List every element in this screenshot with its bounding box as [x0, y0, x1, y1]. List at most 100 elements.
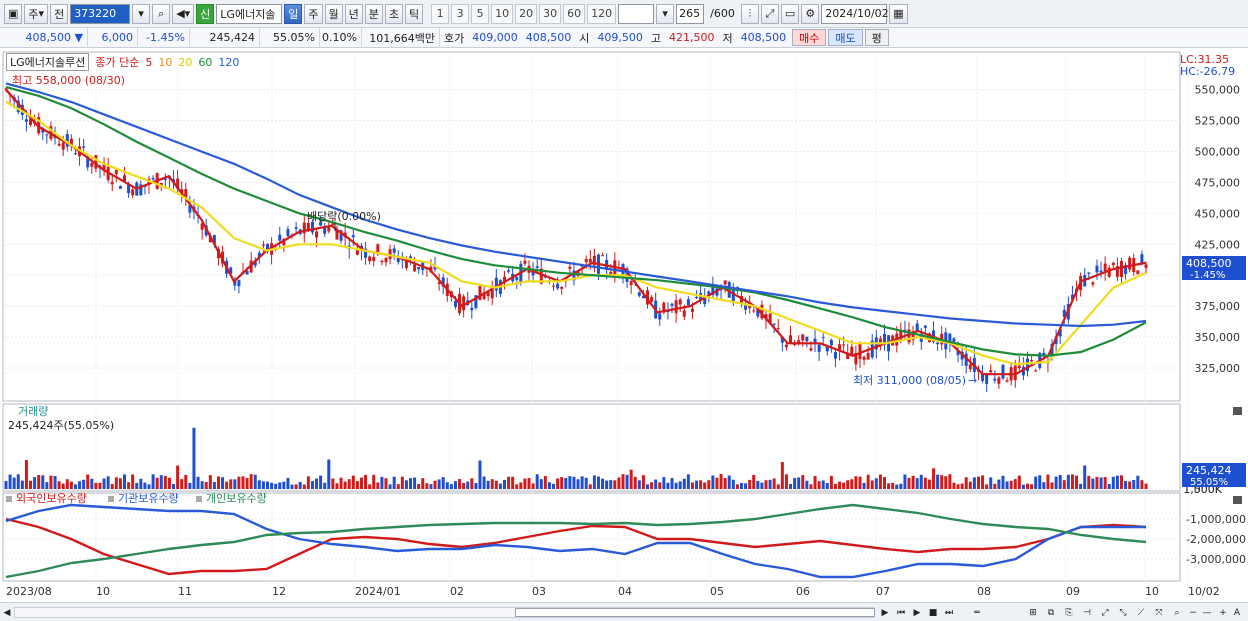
- candle-body: [1115, 266, 1119, 277]
- layout-icon[interactable]: ⧉: [1047, 607, 1055, 618]
- volume-bar: [257, 480, 261, 489]
- interval-60[interactable]: 60: [563, 3, 586, 24]
- tab-period-second[interactable]: 초: [384, 3, 404, 24]
- current-price: 408,500 ▼: [0, 27, 88, 48]
- volume-bar: [1075, 475, 1079, 489]
- sell-button[interactable]: 매도: [828, 29, 863, 46]
- volume-bar: [588, 484, 592, 489]
- stock-code-input[interactable]: 373220: [70, 3, 131, 24]
- candle-icon[interactable]: ⫶: [740, 3, 759, 24]
- chart-type-icon[interactable]: ⟋: [1137, 607, 1145, 618]
- zoom-search-icon[interactable]: ⌕: [1174, 607, 1180, 618]
- volume-bar: [915, 478, 919, 489]
- candle-body: [789, 335, 793, 344]
- candle-body: [842, 344, 846, 346]
- window-menu-icon[interactable]: ▣: [4, 3, 23, 24]
- tab-period-day[interactable]: 일: [284, 3, 303, 24]
- volume-bar: [184, 474, 188, 489]
- type-select[interactable]: 주 ▾: [24, 3, 49, 24]
- candle-body: [1070, 294, 1074, 300]
- interval-120[interactable]: 120: [587, 3, 617, 24]
- search-icon[interactable]: ⌕: [152, 3, 171, 24]
- volume-bar: [768, 479, 772, 489]
- open-label: 시: [579, 31, 590, 45]
- candle-body: [24, 119, 28, 122]
- zoom-out-icon[interactable]: −: [1189, 607, 1197, 618]
- code-dropdown-icon[interactable]: ▾: [132, 3, 151, 24]
- candle-body: [515, 277, 519, 280]
- scroll-thumb[interactable]: [515, 608, 875, 617]
- expand-icon[interactable]: ⤧: [1155, 607, 1163, 618]
- candle-body: [376, 244, 380, 253]
- volume-panel-close-icon[interactable]: [1233, 407, 1242, 415]
- interval-1[interactable]: 1: [431, 3, 450, 24]
- play-icon[interactable]: ▶: [913, 607, 921, 618]
- tab-period-tick[interactable]: 틱: [405, 3, 424, 24]
- mode-button[interactable]: 전: [50, 3, 69, 24]
- candle-body: [1058, 328, 1062, 337]
- xaxis-tool-icon[interactable]: ⊣: [1083, 607, 1091, 618]
- candle-body: [302, 222, 306, 234]
- gear-icon[interactable]: ⚙: [801, 3, 820, 24]
- volume-bar: [392, 476, 396, 489]
- copy-icon[interactable]: ⎘: [1065, 607, 1073, 618]
- interval-30[interactable]: 30: [539, 3, 562, 24]
- calendar-icon[interactable]: ▦: [889, 3, 908, 24]
- volume-bar: [809, 484, 813, 489]
- candle-body: [176, 178, 180, 189]
- volume-bar: [993, 483, 997, 489]
- rewind-icon[interactable]: ⏮: [896, 607, 906, 618]
- interval-10[interactable]: 10: [491, 3, 514, 24]
- candle-body: [82, 146, 86, 148]
- fib-tool-icon[interactable]: ⤡: [1119, 607, 1127, 618]
- volume-bar: [212, 481, 216, 489]
- volume-bar: [110, 483, 114, 489]
- x-tick-label: 03: [532, 585, 546, 598]
- holding-panel-close-icon[interactable]: [1233, 496, 1242, 504]
- count-input[interactable]: 265: [676, 3, 705, 24]
- tab-period-year[interactable]: 년: [344, 3, 363, 24]
- chart-svg[interactable]: 550,000 525,000 500,000 475,000 450,000 425,0…: [0, 49, 1248, 602]
- tab-period-minute[interactable]: 분: [364, 3, 383, 24]
- trend-tool-icon[interactable]: ⤢: [1101, 607, 1109, 618]
- tab-period-month[interactable]: 월: [324, 3, 343, 24]
- interval-dropdown-icon[interactable]: ▾: [656, 3, 675, 24]
- volume-bar: [53, 476, 57, 489]
- tab-period-week[interactable]: 주: [304, 3, 323, 24]
- zoom-in-icon[interactable]: +: [1219, 607, 1227, 618]
- price-tick-label: 475,000: [1195, 176, 1241, 189]
- save-icon[interactable]: ▭: [780, 3, 800, 24]
- volume-bar: [678, 481, 682, 489]
- zoom-slider[interactable]: ═: [974, 607, 980, 618]
- scroll-right-icon[interactable]: ▶: [881, 607, 889, 618]
- legend-foreign: 외국인보유수량: [16, 492, 87, 505]
- interval-5[interactable]: 5: [471, 3, 490, 24]
- volume-bar: [433, 480, 437, 489]
- buy-button[interactable]: 매수: [792, 29, 827, 46]
- fast-forward-icon[interactable]: ⏭: [944, 607, 954, 618]
- zoom-reset-icon[interactable]: —: [1202, 607, 1212, 618]
- interval-custom-input[interactable]: [618, 3, 655, 24]
- interval-3[interactable]: 3: [451, 3, 470, 24]
- candle-body: [1013, 365, 1017, 381]
- speaker-icon[interactable]: ◀▾: [172, 3, 195, 24]
- draw-tool-icon[interactable]: ⤢: [760, 3, 779, 24]
- crosshair-icon[interactable]: ⊞: [1029, 607, 1037, 618]
- volume-bar: [817, 481, 821, 489]
- interval-20[interactable]: 20: [515, 3, 538, 24]
- stock-name-field[interactable]: LG에너지솔: [216, 3, 283, 24]
- candle-body: [1124, 264, 1128, 274]
- scroll-left-icon[interactable]: ◀: [3, 607, 11, 618]
- stock-name-box[interactable]: LG에너지솔루션: [6, 53, 90, 71]
- horizontal-scrollbar[interactable]: [14, 607, 875, 618]
- x-tick-label: 09: [1066, 585, 1080, 598]
- chart-area[interactable]: 550,000 525,000 500,000 475,000 450,000 425,0…: [0, 49, 1248, 602]
- candle-body: [805, 336, 809, 342]
- font-size-icon[interactable]: A: [1233, 607, 1241, 618]
- average-button[interactable]: 평: [864, 29, 889, 46]
- date-input[interactable]: 2024/10/02: [821, 3, 889, 24]
- holding-tick-label: -2,000,000: [1186, 533, 1246, 546]
- stop-icon[interactable]: ■: [928, 607, 938, 618]
- volume-bar: [94, 482, 98, 489]
- candle-body: [858, 343, 862, 360]
